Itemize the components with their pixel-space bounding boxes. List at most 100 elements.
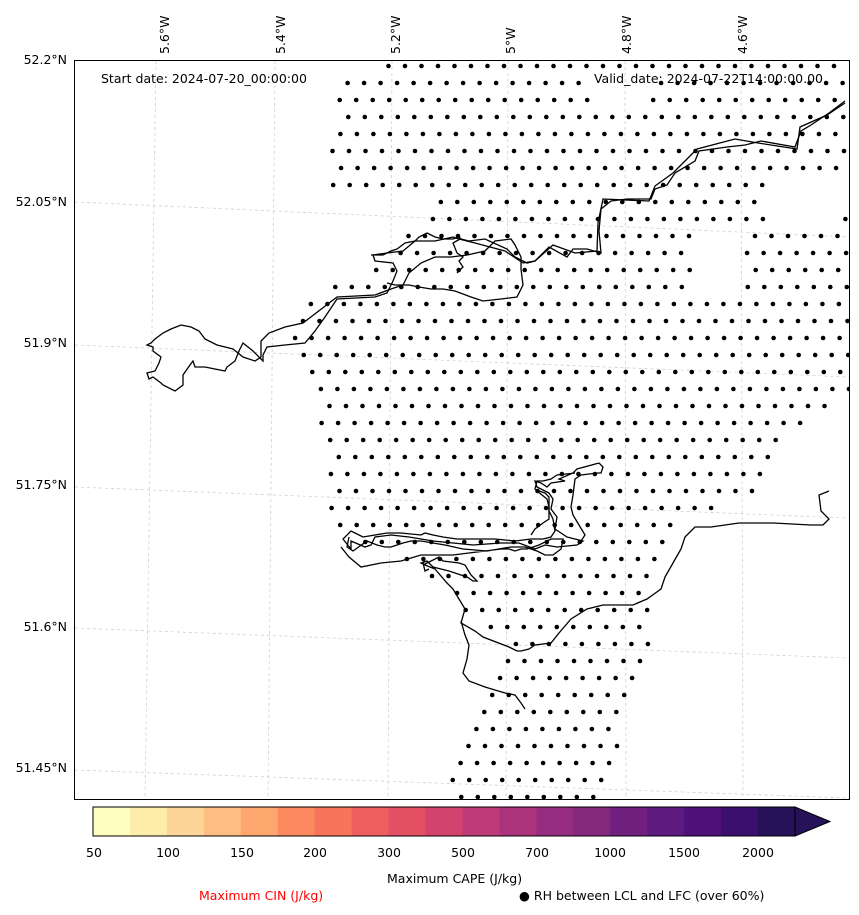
rh-dot — [457, 335, 463, 341]
rh-dot — [492, 437, 498, 443]
rh-dot — [724, 471, 730, 477]
rh-dot — [475, 403, 481, 409]
rh-dot — [378, 80, 383, 86]
colorbar-outline — [92, 806, 796, 837]
rh-dot — [504, 590, 509, 596]
rh-dot — [344, 437, 350, 443]
map-panel[interactable]: Start date: 2024-07-20_00:00:00 Valid_da… — [74, 60, 850, 800]
rh-dot — [531, 709, 537, 715]
meridian-4.8W — [624, 61, 627, 799]
rh-dot — [448, 284, 454, 290]
rh-dot — [604, 233, 609, 239]
rh-dot — [668, 165, 674, 171]
rh-dot — [370, 97, 376, 103]
rh-dot — [466, 352, 472, 358]
rh-dot — [538, 267, 544, 273]
lat-label-51.6N: 51.6°N — [23, 619, 67, 634]
rh-dot — [343, 403, 349, 409]
rh-dot — [542, 437, 547, 443]
rh-dot — [653, 199, 658, 205]
rh-dot — [652, 556, 657, 562]
parallel-51.75N — [75, 486, 849, 519]
rh-dot — [479, 607, 485, 613]
rh-dot — [632, 386, 637, 392]
rh-dot — [536, 131, 541, 137]
rh-dot — [639, 335, 644, 341]
rh-dot — [674, 437, 679, 443]
rh-dot — [588, 692, 594, 698]
rh-dot — [485, 488, 491, 494]
rh-dot — [480, 216, 485, 222]
rh-dot — [580, 675, 585, 681]
rh-dot — [769, 267, 775, 273]
rh-dot — [427, 471, 433, 477]
lon-label-5.6W: 5.6°W — [157, 15, 172, 55]
rh-dot — [617, 454, 622, 460]
rh-dot — [697, 352, 702, 358]
lat-label-51.9N: 51.9°N — [23, 335, 67, 350]
rh-dot — [455, 199, 460, 205]
rh-dot — [579, 216, 584, 222]
rh-dot — [812, 352, 818, 358]
rh-dot — [626, 114, 632, 120]
rh-dot — [570, 590, 575, 596]
rh-dot — [559, 80, 565, 86]
rh-dot — [565, 352, 570, 358]
lon-label-4.8W: 4.8°W — [619, 15, 634, 55]
rh-dot — [656, 369, 662, 375]
rh-dot — [508, 794, 514, 799]
rh-dot — [619, 165, 624, 171]
meridian-5.6W — [144, 61, 157, 799]
rh-dot — [673, 403, 679, 409]
rh-dot — [437, 131, 442, 137]
rh-dot — [610, 148, 616, 154]
rh-dot — [566, 420, 572, 426]
rh-dot — [800, 165, 806, 171]
rh-dot — [658, 80, 664, 86]
rh-dot — [467, 420, 473, 426]
rh-dot — [820, 335, 826, 341]
rh-dot — [508, 403, 514, 409]
rh-dot — [474, 335, 479, 341]
rh-dot — [388, 165, 393, 171]
rh-dot — [345, 471, 350, 477]
rh-dot — [499, 743, 504, 749]
rh-dot — [353, 454, 358, 460]
rh-dot — [681, 386, 687, 392]
rh-dot — [477, 505, 483, 511]
rh-dot — [352, 420, 357, 426]
rh-dot — [556, 335, 562, 341]
rh-dot — [404, 165, 410, 171]
rh-dot — [692, 114, 698, 120]
rh-dot — [534, 454, 540, 460]
rh-dot — [769, 233, 774, 239]
rh-dot — [816, 131, 822, 137]
rh-dot-field — [292, 63, 849, 799]
rh-dot — [838, 369, 843, 375]
meridian-5.2W — [387, 61, 393, 799]
rh-dot — [477, 80, 482, 86]
rh-dot — [784, 165, 789, 171]
rh-dot — [758, 114, 764, 120]
rh-dot — [371, 165, 377, 171]
rh-dot — [591, 437, 597, 443]
rh-dot — [497, 675, 503, 681]
rh-dot — [416, 318, 421, 324]
rh-dot — [589, 726, 595, 732]
colorbar-swatch — [314, 807, 353, 836]
rh-dot — [504, 199, 510, 205]
rh-dot — [633, 454, 639, 460]
rh-dot — [487, 556, 492, 562]
rh-dot — [496, 607, 502, 613]
rh-dot — [491, 369, 497, 375]
rh-dot — [442, 403, 448, 409]
rh-dot — [708, 505, 714, 511]
colorbar-tick-2000: 2000 — [742, 845, 774, 860]
rh-dot — [618, 131, 624, 137]
rh-dot — [713, 352, 719, 358]
rh-dot — [753, 267, 758, 273]
rh-dot — [478, 148, 484, 154]
rh-dot — [410, 437, 416, 443]
rh-dot — [426, 403, 431, 409]
rh-dot — [732, 63, 738, 69]
